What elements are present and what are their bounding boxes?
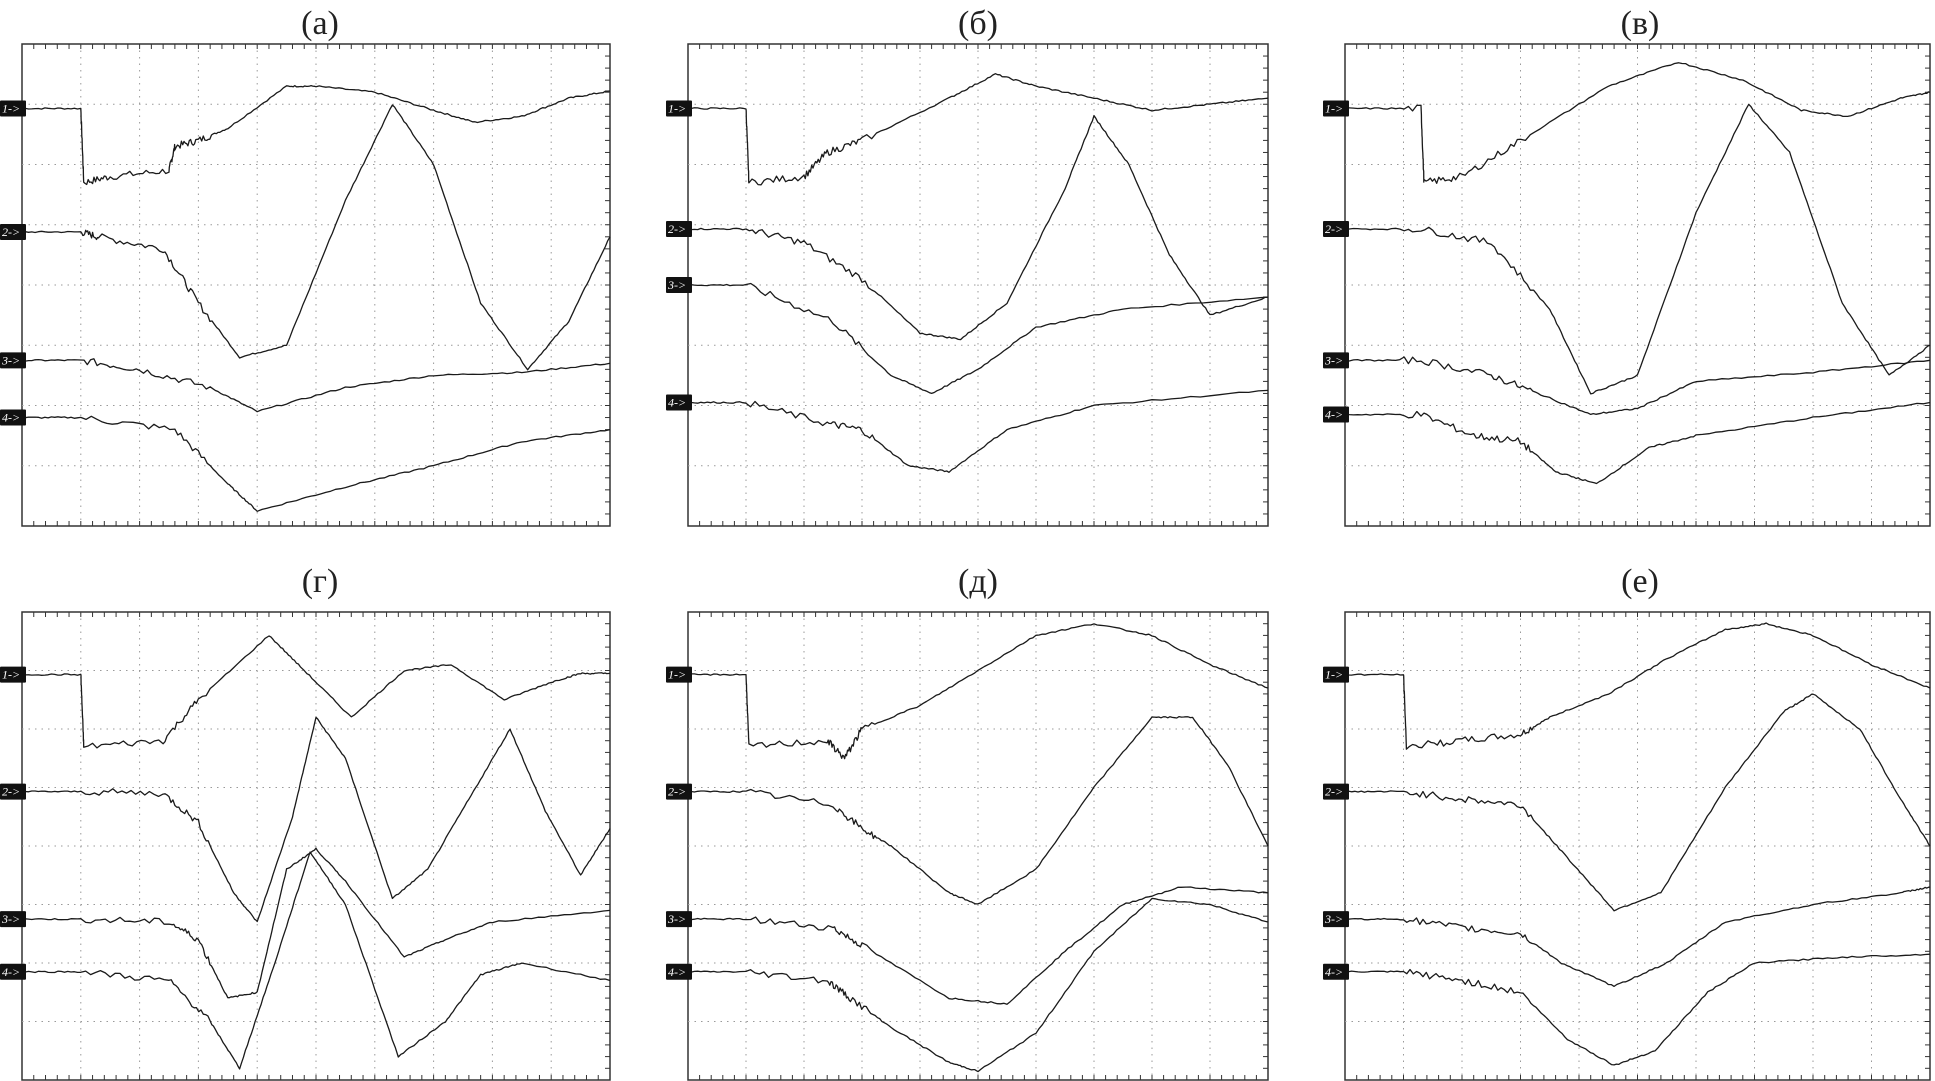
panel-e: (е) 1-> 2-> 3-> 4-> xyxy=(1323,563,1931,1081)
channel-marker-box xyxy=(1323,963,1349,980)
trace-channel-1 xyxy=(1345,62,1931,184)
channel-marker-label: 1-> xyxy=(2,101,20,115)
trace-channel-3 xyxy=(21,358,611,413)
channel-marker-label: 3-> xyxy=(667,912,686,926)
channel-marker-label: 4-> xyxy=(2,411,20,425)
panel-title: (е) xyxy=(1621,563,1659,600)
channel-marker-label: 4-> xyxy=(1325,408,1343,422)
trace-channel-3 xyxy=(1344,886,1931,988)
channel-marker-label: 1-> xyxy=(1325,668,1343,682)
channel-marker-label: 2-> xyxy=(2,785,20,799)
channel-marker-box xyxy=(1323,100,1349,117)
channel-marker-box xyxy=(0,911,26,928)
panel-d: (д) 1-> 2-> 3-> 4-> xyxy=(666,563,1269,1081)
trace-channel-4 xyxy=(687,389,1269,473)
panel-title: (д) xyxy=(958,563,998,600)
channel-marker-label: 4-> xyxy=(668,395,686,409)
channel-marker-box xyxy=(1323,911,1349,928)
channel-marker-label: 2-> xyxy=(2,225,20,239)
trace-channel-2 xyxy=(687,715,1269,905)
trace-channel-2 xyxy=(21,104,611,371)
channel-marker-label: 3-> xyxy=(1,353,20,367)
panel-v: (в) 1-> 2-> 3-> 4-> xyxy=(1323,5,1931,527)
channel-marker-label: 3-> xyxy=(667,278,686,292)
channel-marker-box xyxy=(0,963,26,980)
channel-marker-label: 3-> xyxy=(1324,912,1343,926)
panel-title: (а) xyxy=(301,5,339,42)
channel-marker-label: 1-> xyxy=(668,668,686,682)
channel-marker-box xyxy=(0,409,26,426)
trace-channel-4 xyxy=(21,415,611,512)
channel-marker-label: 4-> xyxy=(668,965,686,979)
channel-marker-label: 2-> xyxy=(668,222,686,236)
trace-channel-1 xyxy=(688,623,1269,760)
channel-marker-box xyxy=(666,963,692,980)
trace-channel-2 xyxy=(21,716,611,923)
channel-marker-box xyxy=(666,783,692,800)
channel-marker-box xyxy=(0,223,26,240)
trace-channel-4 xyxy=(1344,401,1931,485)
trace-channel-4 xyxy=(1344,953,1931,1066)
channel-marker-box xyxy=(0,666,26,683)
trace-channel-1 xyxy=(687,73,1269,186)
channel-marker-label: 3-> xyxy=(1324,353,1343,367)
trace-channel-3 xyxy=(1344,356,1931,416)
trace-channel-3 xyxy=(687,886,1269,1005)
channel-marker-box xyxy=(666,100,692,117)
channel-marker-label: 1-> xyxy=(2,668,20,682)
channel-marker-label: 4-> xyxy=(2,965,20,979)
channel-marker-box xyxy=(0,100,26,117)
channel-marker-label: 1-> xyxy=(668,101,686,115)
trace-channel-4 xyxy=(687,897,1269,1073)
channel-marker-label: 2-> xyxy=(1325,785,1343,799)
channel-marker-label: 2-> xyxy=(668,785,686,799)
channel-marker-box xyxy=(1323,666,1349,683)
channel-marker-box xyxy=(1323,352,1349,369)
trace-channel-3 xyxy=(21,847,611,999)
panel-title: (б) xyxy=(958,5,998,42)
channel-marker-box xyxy=(666,277,692,293)
panel-b: (б) 1-> 2-> 3-> 4-> xyxy=(666,5,1269,527)
panel-title: (в) xyxy=(1621,5,1660,42)
panel-a: (а) 1-> 2-> 3-> 4-> xyxy=(0,5,611,527)
channel-marker-box xyxy=(0,352,26,369)
trace-channel-2 xyxy=(1344,693,1931,912)
channel-marker-label: 4-> xyxy=(1325,965,1343,979)
channel-marker-box xyxy=(1323,783,1349,800)
panel-g: (г) 1-> 2-> 3-> 4-> xyxy=(0,563,611,1081)
trace-channel-4 xyxy=(21,851,611,1070)
trace-channel-3 xyxy=(687,282,1269,395)
channel-marker-box xyxy=(1323,220,1349,237)
channel-marker-label: 1-> xyxy=(1325,101,1343,115)
channel-marker-label: 3-> xyxy=(1,912,20,926)
trace-channel-1 xyxy=(21,635,611,749)
trace-channel-1 xyxy=(21,84,611,186)
channel-marker-box xyxy=(666,394,692,411)
panel-title: (г) xyxy=(302,563,339,600)
channel-marker-label: 2-> xyxy=(1325,222,1343,236)
channel-marker-box xyxy=(666,911,692,928)
channel-marker-box xyxy=(666,220,692,237)
channel-marker-box xyxy=(666,666,692,683)
channel-marker-box xyxy=(0,783,26,800)
trace-channel-1 xyxy=(1344,622,1931,750)
trace-channel-2 xyxy=(688,114,1269,341)
trace-channel-2 xyxy=(1344,103,1931,395)
channel-marker-box xyxy=(1323,406,1349,423)
